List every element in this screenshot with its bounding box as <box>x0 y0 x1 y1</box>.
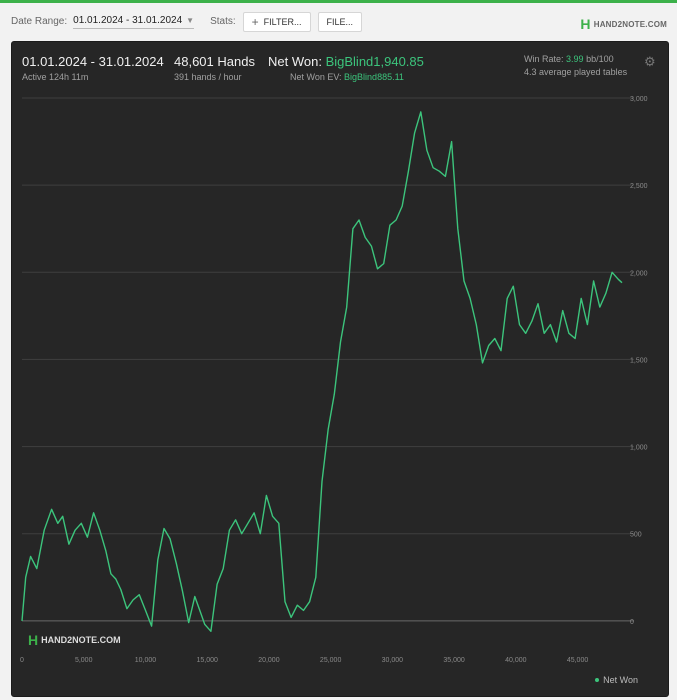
x-tick-label: 15,000 <box>196 657 218 664</box>
active-time: Active 124h 11m <box>22 72 89 82</box>
y-tick-label: 3,000 <box>630 96 648 103</box>
y-tick-label: 1,000 <box>630 445 648 452</box>
x-tick-label: 0 <box>20 657 24 664</box>
hands-rate: 391 hands / hour <box>174 72 242 82</box>
win-rate-block: Win Rate: 3.99 bb/100 4.3 average played… <box>524 54 627 77</box>
chart-legend[interactable]: Net Won <box>595 675 638 685</box>
graph-panel: 01.01.2024 - 31.01.2024 Active 124h 11m … <box>11 41 669 697</box>
net-won-value: BigBlind1,940.85 <box>325 54 424 69</box>
legend-label: Net Won <box>603 675 638 685</box>
y-tick-label: 0 <box>630 619 634 626</box>
x-tick-label: 30,000 <box>382 657 404 664</box>
top-accent-bar <box>0 0 677 3</box>
avg-tables: 4.3 average played tables <box>524 67 628 77</box>
y-tick-label: 1,500 <box>630 357 648 364</box>
win-rate-value: 3.99 <box>566 54 584 64</box>
watermark-logo-icon: H <box>28 632 39 648</box>
brand-logo[interactable]: H HAND2NOTE.COM <box>580 16 667 32</box>
brand-logo-text: HAND2NOTE.COM <box>593 19 667 29</box>
x-tick-label: 20,000 <box>258 657 280 664</box>
stats-label: Stats: <box>210 16 236 27</box>
win-rate-unit: bb/100 <box>586 54 614 64</box>
file-button-label: FILE... <box>326 16 354 27</box>
period-block: 01.01.2024 - 31.01.2024 Active 124h 11m <box>22 54 164 82</box>
hands-block: 48,601 Hands 391 hands / hour <box>174 54 255 82</box>
series-line-net-won <box>21 111 623 632</box>
net-won-label: Net Won: <box>268 54 322 69</box>
watermark-logo: H HAND2NOTE.COM <box>28 632 121 648</box>
net-won-chart: 0 500 1,000 1,500 2,000 2,500 3,000 0 5,000 10,00… <box>20 96 648 664</box>
date-range-value: 01.01.2024 - 31.01.2024 <box>73 15 183 26</box>
plus-icon: + <box>251 14 259 29</box>
y-tick-label: 2,000 <box>630 270 648 277</box>
date-range-label: Date Range: <box>11 16 68 27</box>
filter-button-label: FILTER... <box>263 16 302 27</box>
gear-icon[interactable]: ⚙ <box>644 54 656 69</box>
watermark-logo-text: HAND2NOTE.COM <box>41 635 121 645</box>
hands-count: 48,601 Hands <box>174 54 255 69</box>
net-won-ev-label: Net Won EV: <box>290 72 342 82</box>
x-tick-label: 45,000 <box>567 657 589 664</box>
file-button[interactable]: FILE... <box>317 11 363 32</box>
logo-icon: H <box>580 16 591 32</box>
y-tick-label: 500 <box>630 532 642 539</box>
net-won-ev-value: BigBlind885.11 <box>344 72 404 82</box>
x-tick-label: 35,000 <box>443 657 465 664</box>
x-tick-label: 25,000 <box>320 657 342 664</box>
x-tick-label: 40,000 <box>505 657 527 664</box>
x-tick-label: 10,000 <box>135 657 157 664</box>
x-tick-label: 5,000 <box>75 657 93 664</box>
y-tick-label: 2,500 <box>630 183 648 190</box>
toolbar: Date Range: 01.01.2024 - 31.01.2024 ▼ St… <box>0 3 677 40</box>
filter-button[interactable]: + FILTER... <box>242 11 311 32</box>
win-rate-label: Win Rate: <box>524 54 564 64</box>
date-range-select[interactable]: 01.01.2024 - 31.01.2024 ▼ <box>73 14 195 29</box>
period-text: 01.01.2024 - 31.01.2024 <box>22 54 164 69</box>
chevron-down-icon: ▼ <box>186 16 195 25</box>
net-won-block: Net Won: BigBlind1,940.85 Net Won EV: Bi… <box>268 54 424 82</box>
legend-swatch <box>595 678 600 682</box>
